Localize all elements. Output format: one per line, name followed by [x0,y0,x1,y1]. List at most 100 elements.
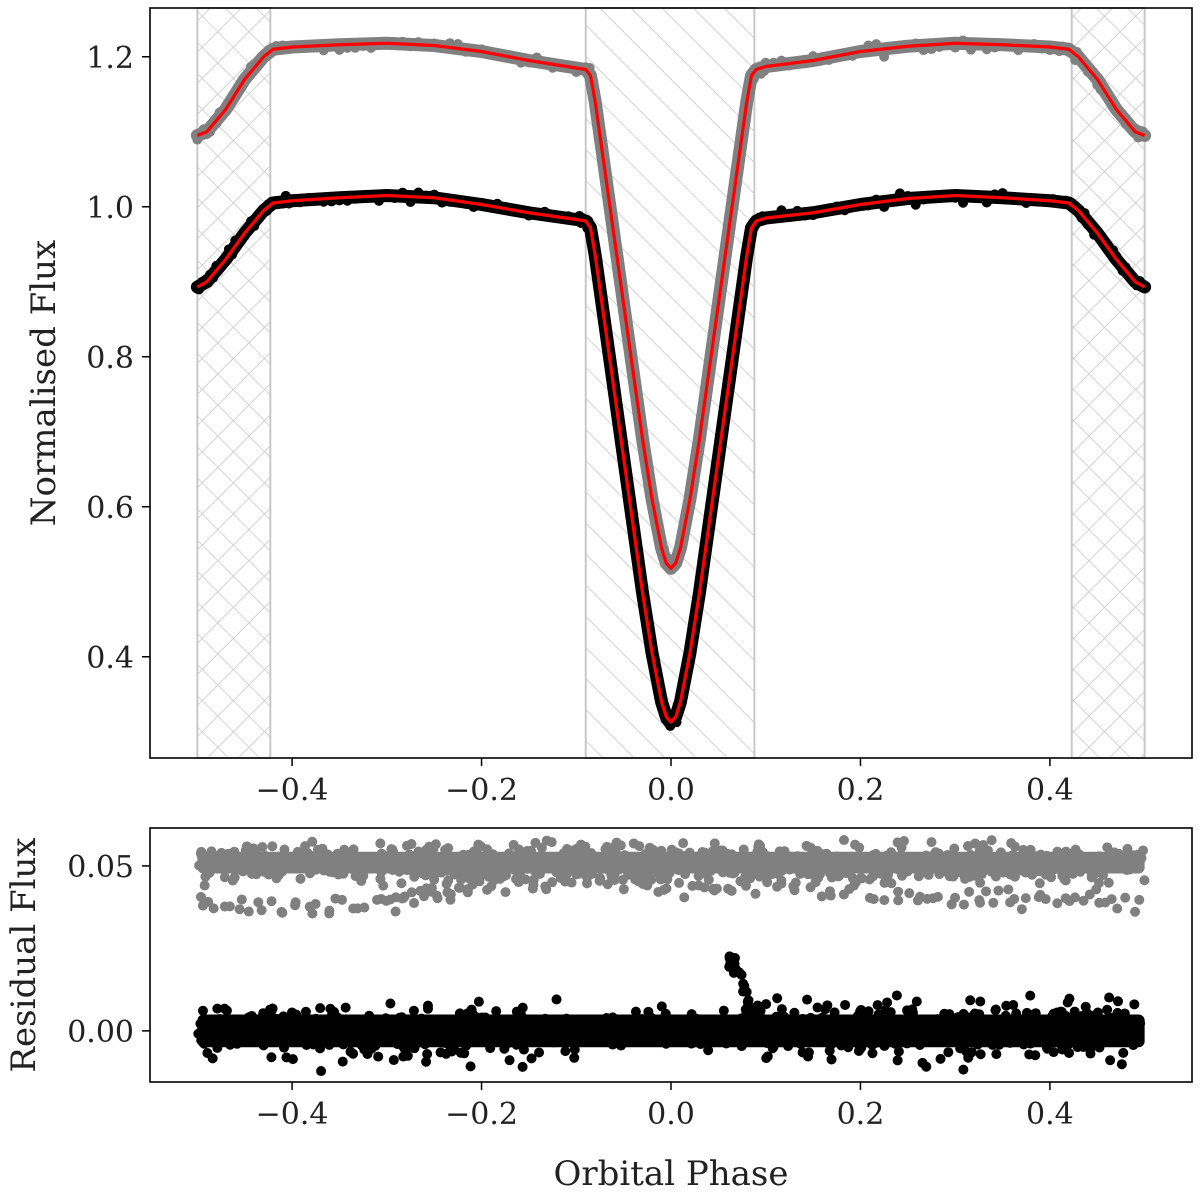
residual-point [965,995,976,1006]
residual-point [485,1043,496,1054]
residual-point [636,1014,647,1025]
residual-point [583,1036,594,1047]
residual-point [287,1054,298,1065]
residual-point [299,854,310,865]
residual-point [287,1007,298,1018]
residual-point [750,888,761,899]
residual-point [441,1048,452,1059]
series-model [196,193,1146,724]
residual-point [978,1030,989,1041]
residual-point [572,1019,583,1030]
top-y-tick-label: 0.8 [86,341,134,376]
residual-point [740,880,751,891]
residual-point [771,1011,782,1022]
residual-point [569,863,580,874]
residual-point [982,845,993,856]
residual-point [401,840,412,851]
residual-point [390,906,401,917]
residual-point [503,1024,514,1035]
residual-point [792,1036,803,1047]
residual-point [314,1019,325,1030]
residual-point [795,1019,806,1030]
residual-point [455,1047,466,1058]
residual-point [363,1014,374,1025]
residual-point [955,853,966,864]
residual-point [337,1056,348,1067]
residual-point [1016,904,1027,915]
residual-point [927,1033,938,1044]
residual-point [1092,1007,1103,1018]
residual-point [284,861,295,872]
residual-point [656,845,667,856]
residual-point [1070,1032,1081,1043]
residual-point [661,1037,672,1048]
residual-point [1031,1026,1042,1037]
residual-point [1126,1028,1137,1039]
residual-point [536,842,547,853]
residual-point [1098,870,1109,881]
residual-point [911,853,922,864]
residual-point [879,1040,890,1051]
residual-point [867,1048,878,1059]
residual-point [560,1046,571,1057]
residual-point [388,1055,399,1066]
data-point [879,201,890,212]
residual-point [643,1006,654,1017]
residual-point [410,858,421,869]
residual-point [705,865,716,876]
residual-point [1103,877,1114,888]
residual-point [1106,894,1117,905]
residual-point [576,839,587,850]
residual-point [678,838,689,849]
residual-point [1128,1040,1139,1051]
residual-point [520,874,531,885]
residual-point [930,847,941,858]
residual-point [229,848,240,859]
residual-point [987,1039,998,1050]
residual-point [375,838,386,849]
residual-point [642,868,653,879]
residual-point [864,874,875,885]
residual-point [960,873,971,884]
residual-point [524,1017,535,1028]
residual-point [684,847,695,858]
residual-point [207,1035,218,1046]
residual-point [256,905,267,916]
residual-point [517,1061,528,1072]
residual-point [779,1030,790,1041]
data-point [871,39,882,50]
residual-point [503,1037,514,1048]
residual-point [244,859,255,870]
residual-point [883,1018,894,1029]
residual-point [261,1036,272,1047]
residual-point [364,853,375,864]
residual-point [307,836,318,847]
residual-point [679,892,690,903]
residual-point [1003,1022,1014,1033]
residual-point [774,846,785,857]
residual-point [923,869,934,880]
residual-point [1091,1036,1102,1047]
residual-point [656,1001,667,1012]
residual-point [738,986,749,997]
residual-point [504,1055,515,1066]
bottom-x-tick-label: 0.0 [647,1097,695,1132]
bottom-x-tick-label: −0.4 [256,1097,329,1132]
residual-point [693,870,704,881]
residual-point [377,1028,388,1039]
residual-point [422,1048,433,1059]
residual-point [1018,844,1029,855]
residual-point [767,861,778,872]
residual-point [1124,864,1135,875]
data-point [981,197,992,208]
residual-point [693,1020,704,1031]
residual-point [195,848,206,859]
residual-point [795,868,806,879]
residual-point [1000,1035,1011,1046]
residual-point [1019,1029,1030,1040]
residual-point [840,853,851,864]
residual-point [1136,853,1147,864]
residual-point [386,1034,397,1045]
residual-point [455,1032,466,1043]
residual-point [707,846,718,857]
